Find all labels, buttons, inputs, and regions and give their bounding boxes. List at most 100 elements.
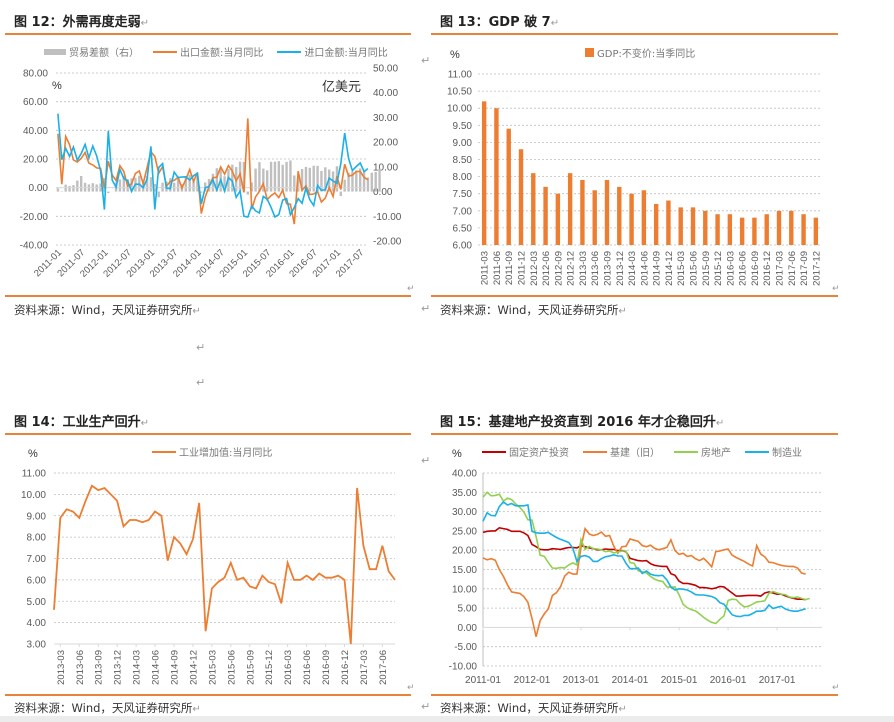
bar-trade-balance — [200, 191, 203, 193]
x-tick-label: 2015-12 — [713, 251, 724, 286]
source-rule — [5, 694, 411, 696]
bar-trade-balance — [374, 171, 377, 192]
bar-gdp — [678, 207, 683, 245]
source-note: 资料来源：Wind，天风证券研究所↵ — [440, 700, 627, 716]
x-tick-label: 2013-12 — [615, 251, 626, 286]
bar-trade-balance — [265, 170, 269, 192]
bar-gdp — [629, 193, 634, 245]
chart-legend: 工业增加值:当月同比 — [152, 444, 272, 459]
bar-trade-balance — [192, 178, 195, 192]
return-mark: ↵ — [196, 341, 206, 354]
bar-trade-balance — [370, 172, 374, 192]
x-tick-label: 2011-09 — [504, 251, 515, 285]
figure-title-text: 图 12：外需再度走弱 — [14, 15, 141, 30]
bar-trade-balance — [118, 179, 122, 192]
x-tick-label: 2016-09 — [750, 251, 761, 286]
y-unit: % — [28, 448, 38, 460]
x-tick-label: 2014-09 — [169, 650, 180, 685]
x-tick-label: 2016-06 — [302, 650, 313, 685]
bar-trade-balance — [107, 191, 110, 194]
bar-trade-balance — [184, 176, 188, 192]
y-tick-label: 5.00 — [458, 604, 478, 615]
bar-trade-balance — [293, 175, 296, 192]
legend-swatch — [745, 450, 769, 453]
y-tick-label-right: 20.00 — [373, 138, 398, 149]
y-tick-label: 5.00 — [27, 597, 47, 608]
legend-item: 出口金额:当月同比 — [153, 44, 263, 59]
x-tick-label: 2013-09 — [94, 650, 105, 685]
legend-label: 出口金额:当月同比 — [180, 48, 264, 59]
y-tick-label: 20.00 — [452, 546, 477, 557]
bar-trade-balance — [355, 170, 358, 192]
legend-swatch — [153, 50, 177, 53]
return-mark: ↵ — [421, 700, 431, 713]
bar-trade-balance — [68, 185, 71, 192]
x-tick-label: 2016-12 — [340, 650, 351, 685]
bar-gdp — [481, 101, 487, 245]
source-note: 资料来源：Wind，天风证券研究所↵ — [14, 700, 201, 716]
bar-gdp — [703, 210, 708, 245]
y-tick-label-right: 40.00 — [373, 88, 398, 99]
series-line-fixed-investment — [482, 526, 806, 601]
y-tick-label-left: 80.00 — [23, 69, 48, 80]
x-tick-label: 2015-12 — [264, 650, 275, 685]
x-tick-label: 2016-12 — [762, 251, 773, 286]
legend-item: 固定资产投资 — [482, 444, 569, 459]
bar-trade-balance — [223, 176, 226, 192]
bar-trade-balance — [79, 176, 83, 192]
bar-trade-balance — [296, 176, 300, 192]
y-tick-label: 3.00 — [27, 640, 47, 651]
x-tick-label: 2015-09 — [701, 251, 712, 286]
bar-trade-balance — [161, 182, 164, 192]
x-tick-label: 2017-03 — [775, 251, 786, 286]
series-line-real-estate — [482, 491, 810, 625]
y-tick-label: 35.00 — [452, 488, 477, 499]
y-tick-label: 6.50 — [453, 223, 473, 234]
bar-trade-balance — [76, 180, 79, 192]
legend-item: GDP:不变价:当季同比 — [585, 45, 695, 60]
legend-item: 基建（旧） — [583, 444, 660, 459]
y-tick-label: 10.00 — [447, 104, 472, 115]
x-tick-label: 2015-06 — [689, 251, 700, 286]
bar-trade-balance — [258, 162, 261, 192]
x-tick-label: 2011-12 — [517, 251, 528, 285]
bar-gdp — [506, 128, 511, 245]
x-tick-label: 2012-09 — [553, 251, 564, 286]
y-unit-left: % — [52, 80, 62, 92]
y-tick-label: 8.00 — [27, 533, 47, 544]
y-tick-label-left: 0.00 — [29, 183, 49, 194]
bar-trade-balance — [281, 164, 284, 192]
legend-swatch — [674, 450, 698, 453]
bar-gdp — [580, 180, 585, 245]
x-tick-label: 2014-03 — [132, 650, 143, 685]
bar-gdp — [543, 186, 548, 245]
y-unit: % — [452, 448, 462, 460]
return-mark: ↵ — [715, 418, 725, 429]
y-tick-label: 10.00 — [452, 584, 477, 595]
y-tick-label-right: -10.00 — [373, 212, 402, 223]
return-mark: ↵ — [618, 704, 627, 715]
bar-trade-balance — [320, 170, 323, 192]
source-rule — [431, 295, 838, 297]
bar-gdp — [617, 186, 622, 245]
y-tick-label: 25.00 — [452, 526, 477, 537]
source-text: 资料来源：Wind，天风证券研究所 — [440, 701, 619, 715]
bar-gdp — [653, 203, 659, 245]
legend-swatch — [152, 450, 176, 453]
bar-gdp — [555, 193, 561, 245]
bar-trade-balance — [304, 166, 308, 192]
x-tick-label: 2013-09 — [603, 251, 614, 286]
bar-gdp — [789, 210, 794, 245]
bar-trade-balance — [347, 172, 350, 192]
x-tick-label: 2011-03 — [480, 251, 491, 285]
x-tick-label: 2014-06 — [639, 251, 650, 286]
bar-trade-balance — [157, 191, 160, 198]
bar-trade-balance — [300, 169, 304, 192]
bar-trade-balance — [285, 161, 288, 192]
x-tick-label: 2012-01 — [514, 675, 551, 686]
bar-trade-balance — [176, 177, 180, 192]
source-note: 资料来源：Wind，天风证券研究所↵ — [14, 302, 201, 318]
x-tick-label: 2013-03 — [578, 251, 589, 286]
x-tick-label: 2015-09 — [245, 650, 256, 685]
y-tick-label: 6.00 — [453, 241, 473, 252]
